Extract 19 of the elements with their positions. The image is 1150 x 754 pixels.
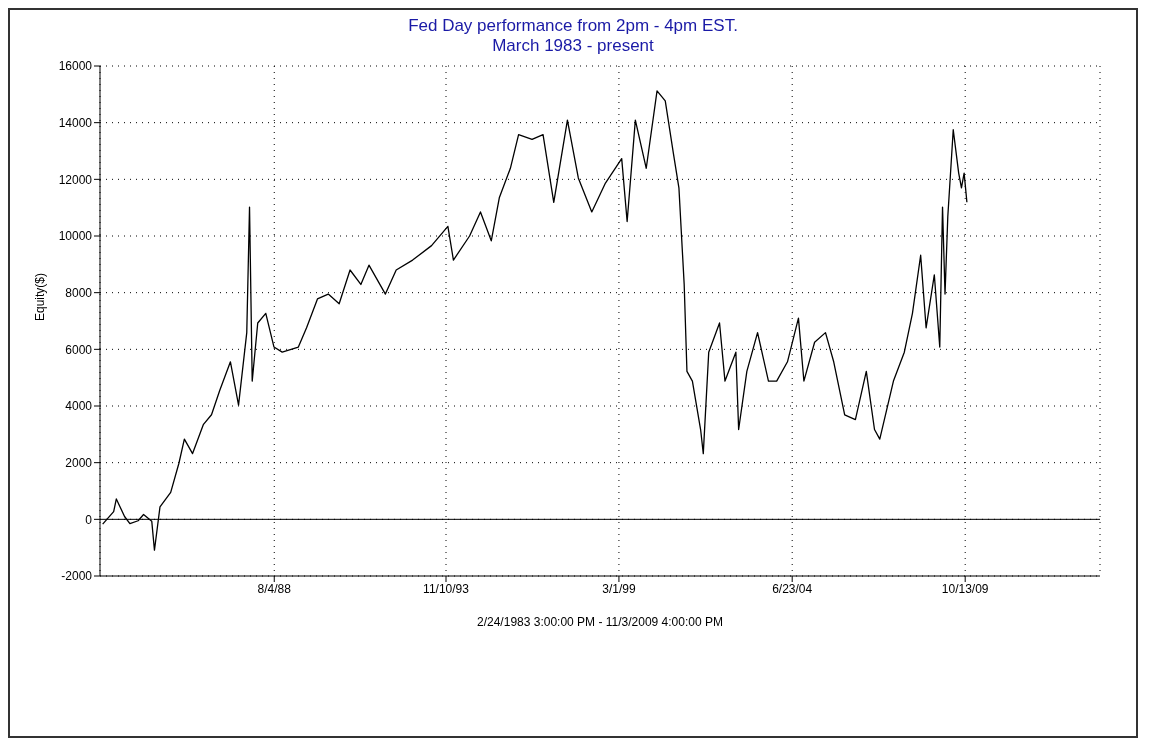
y-tick-label: 10000	[58, 229, 93, 244]
x-axis-title: 2/24/1983 3:00:00 PM - 11/3/2009 4:00:00 PM	[477, 615, 723, 629]
y-tick-label: 2000	[65, 455, 93, 470]
y-tick-label: 4000	[65, 399, 93, 414]
y-tick-label: -2000	[61, 569, 93, 584]
y-axis-title: Equity($)	[33, 272, 48, 321]
y-tick-label: 12000	[58, 172, 93, 187]
x-tick-label: 11/10/93	[423, 581, 470, 596]
y-tick-label: 8000	[65, 285, 93, 300]
x-tick-label: 10/13/09	[941, 581, 989, 596]
y-tick-label: 14000	[58, 115, 93, 130]
x-tick-label: 6/23/04	[772, 581, 813, 596]
chart-subtitle: March 1983 - present	[491, 36, 655, 56]
y-tick-label: 16000	[58, 59, 93, 74]
x-tick-label: 8/4/88	[257, 581, 292, 596]
chart-title: Fed Day performance from 2pm - 4pm EST.	[407, 16, 739, 36]
x-tick-label: 3/1/99	[602, 581, 636, 596]
y-tick-label: 0	[85, 512, 93, 527]
y-tick-label: 6000	[65, 342, 93, 357]
